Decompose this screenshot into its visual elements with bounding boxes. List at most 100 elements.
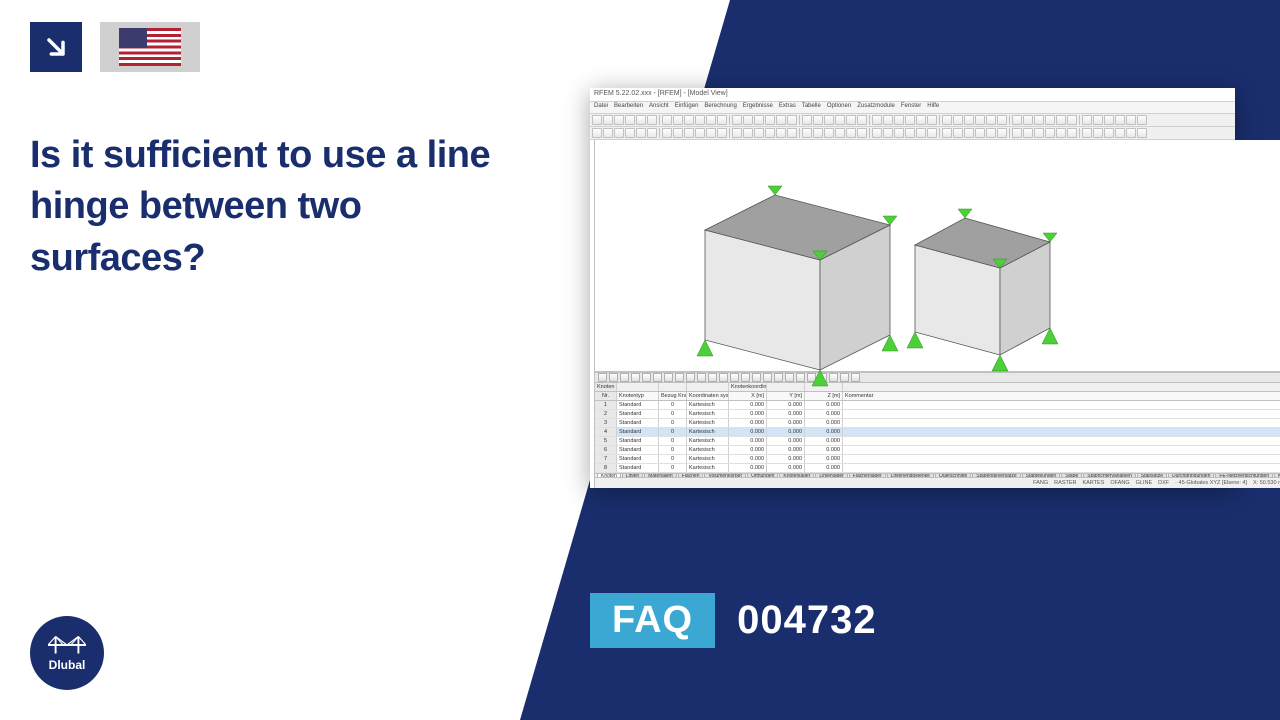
download-arrow-button[interactable]	[30, 22, 82, 72]
table-cell[interactable]: 0.000	[767, 401, 805, 409]
table-cell[interactable]: 0	[659, 446, 687, 454]
toolbar-button[interactable]	[787, 128, 797, 138]
toolbar-button[interactable]	[592, 128, 602, 138]
table-cell[interactable]: 0.000	[805, 446, 843, 454]
toolbar-button[interactable]	[905, 115, 915, 125]
tree-item[interactable]: Schnitte	[592, 254, 594, 262]
toolbar-button[interactable]	[754, 128, 764, 138]
toolbar-button[interactable]	[706, 128, 716, 138]
table-cell[interactable]: 0.000	[767, 419, 805, 427]
menu-item[interactable]: Hilfe	[927, 103, 939, 112]
table-cell[interactable]: 8	[595, 464, 617, 472]
menu-item[interactable]: Ergebnisse	[743, 103, 773, 112]
table-row[interactable]: 7Standard0Kartesisch0.0000.0000.000	[595, 455, 1280, 464]
table-cell[interactable]: Standard	[617, 410, 659, 418]
toolbar-button[interactable]	[1082, 128, 1092, 138]
toolbar-button[interactable]	[824, 128, 834, 138]
toolbar-button[interactable]	[802, 115, 812, 125]
language-flag-us[interactable]	[100, 22, 200, 72]
table-cell[interactable]: 0.000	[729, 437, 767, 445]
toolbar-button[interactable]	[1056, 115, 1066, 125]
toolbar-button[interactable]	[647, 128, 657, 138]
toolbar-button[interactable]	[997, 115, 1007, 125]
menu-item[interactable]: Einfügen	[675, 103, 699, 112]
table-row[interactable]: 1Standard0Kartesisch0.0000.0000.000	[595, 401, 1280, 410]
table-cell[interactable]: 0.000	[729, 428, 767, 436]
table-cell[interactable]: 0.000	[729, 464, 767, 472]
toolbar-button[interactable]	[872, 115, 882, 125]
table-cell[interactable]: Kartesisch	[687, 419, 729, 427]
table-cell[interactable]	[843, 428, 1280, 436]
table-cell[interactable]: 0.000	[729, 410, 767, 418]
toolbar-button[interactable]	[614, 128, 624, 138]
table-cell[interactable]: 0.000	[805, 401, 843, 409]
menu-item[interactable]: Fenster	[901, 103, 921, 112]
toolbar-button[interactable]	[846, 115, 856, 125]
toolbar-button[interactable]	[872, 128, 882, 138]
toolbar-button[interactable]	[813, 115, 823, 125]
toolbar-button[interactable]	[894, 115, 904, 125]
toolbar-button[interactable]	[1056, 128, 1066, 138]
table-cell[interactable]: 0.000	[729, 401, 767, 409]
toolbar-button[interactable]	[1093, 128, 1103, 138]
tree-item[interactable]: Allgemein	[592, 374, 594, 382]
table-cell[interactable]: Standard	[617, 401, 659, 409]
toolbar-button[interactable]	[1104, 128, 1114, 138]
toolbar-button[interactable]	[592, 115, 602, 125]
toolbar-button[interactable]	[647, 115, 657, 125]
table-cell[interactable]: 0	[659, 455, 687, 463]
table-cell[interactable]: Standard	[617, 419, 659, 427]
toolbar-button[interactable]	[883, 115, 893, 125]
table-cell[interactable]: 1	[595, 401, 617, 409]
table-cell[interactable]: 2	[595, 410, 617, 418]
table-row[interactable]: 2Standard0Kartesisch0.0000.0000.000	[595, 410, 1280, 419]
toolbar-button[interactable]	[776, 115, 786, 125]
toolbar-button[interactable]	[1137, 128, 1147, 138]
toolbar-button[interactable]	[835, 128, 845, 138]
toolbar-button[interactable]	[975, 128, 985, 138]
table-cell[interactable]: 0.000	[729, 419, 767, 427]
toolbar-button[interactable]	[857, 128, 867, 138]
table-cell[interactable]: 5	[595, 437, 617, 445]
menu-item[interactable]: Zusatzmodule	[857, 103, 895, 112]
toolbar-button[interactable]	[754, 115, 764, 125]
3d-viewport[interactable]	[595, 140, 1280, 372]
toolbar-button[interactable]	[986, 115, 996, 125]
toolbar-row-1[interactable]	[590, 114, 1235, 127]
toolbar-button[interactable]	[927, 115, 937, 125]
toolbar-button[interactable]	[942, 128, 952, 138]
toolbar-button[interactable]	[905, 128, 915, 138]
toolbar-button[interactable]	[824, 115, 834, 125]
menu-item[interactable]: Bearbeiten	[614, 103, 643, 112]
toolbar-button[interactable]	[636, 128, 646, 138]
toolbar-row-2[interactable]	[590, 127, 1235, 140]
table-cell[interactable]	[843, 410, 1280, 418]
menu-item[interactable]: Optionen	[827, 103, 851, 112]
toolbar-button[interactable]	[1126, 128, 1136, 138]
toolbar-button[interactable]	[1067, 128, 1077, 138]
table-cell[interactable]	[843, 446, 1280, 454]
toolbar-button[interactable]	[1104, 115, 1114, 125]
table-cell[interactable]: Kartesisch	[687, 455, 729, 463]
toolbar-button[interactable]	[603, 128, 613, 138]
table-cell[interactable]: 0.000	[767, 428, 805, 436]
menu-item[interactable]: Berechnung	[704, 103, 736, 112]
tree-item[interactable]: Nummerierung	[592, 414, 594, 422]
toolbar-button[interactable]	[717, 115, 727, 125]
toolbar-button[interactable]	[684, 115, 694, 125]
table-cell[interactable]: 0.000	[767, 410, 805, 418]
table-cell[interactable]: Kartesisch	[687, 446, 729, 454]
menu-item[interactable]: Tabelle	[802, 103, 821, 112]
toolbar-button[interactable]	[776, 128, 786, 138]
table-cell[interactable]: 0.000	[805, 455, 843, 463]
toolbar-button[interactable]	[787, 115, 797, 125]
toolbar-button[interactable]	[1034, 115, 1044, 125]
toolbar-button[interactable]	[1115, 115, 1125, 125]
table-row[interactable]: 3Standard0Kartesisch0.0000.0000.000	[595, 419, 1280, 428]
table-cell[interactable]: 0	[659, 419, 687, 427]
table-cell[interactable]: Standard	[617, 455, 659, 463]
toolbar-button[interactable]	[673, 115, 683, 125]
toolbar-button[interactable]	[765, 128, 775, 138]
toolbar-button[interactable]	[986, 128, 996, 138]
table-row[interactable]: 4Standard0Kartesisch0.0000.0000.000	[595, 428, 1280, 437]
